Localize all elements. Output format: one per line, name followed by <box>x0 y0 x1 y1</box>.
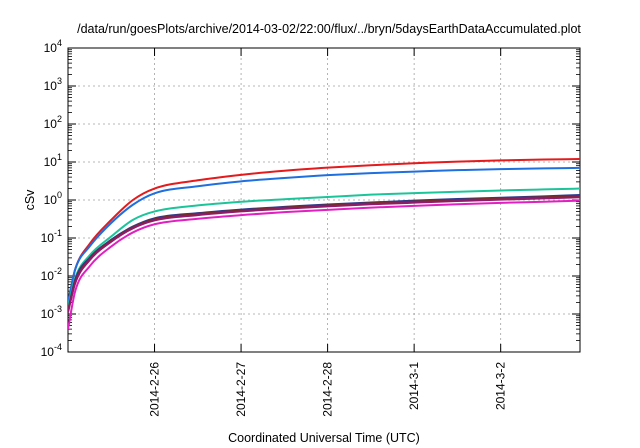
y-tick-exponent: 1 <box>57 152 62 162</box>
y-tick-exponent: 0 <box>57 190 62 200</box>
y-tick-exponent: -3 <box>54 304 62 314</box>
y-tick-label: 10-2 <box>41 266 62 283</box>
y-tick-label: 10-4 <box>41 342 62 359</box>
y-tick-base: 10 <box>41 307 55 321</box>
y-tick-label: 101 <box>44 152 62 169</box>
y-tick-label: 104 <box>44 38 62 55</box>
y-axis-label: cSv <box>23 189 37 211</box>
chart-title: /data/run/goesPlots/archive/2014-03-02/2… <box>77 22 581 36</box>
y-tick-label: 10-3 <box>41 304 62 321</box>
series-line-1 <box>68 157 580 303</box>
series-group <box>68 157 580 330</box>
y-tick-base: 10 <box>41 345 55 359</box>
y-tick-label: 10-1 <box>41 228 62 245</box>
x-tick-label: 2014-2-27 <box>234 362 248 417</box>
y-tick-base: 10 <box>41 269 55 283</box>
y-tick-base: 10 <box>44 79 58 93</box>
x-axis: 2014-2-26 2014-2-27 2014-2-28 2014-3-1 2014-… <box>148 48 508 417</box>
y-tick-base: 10 <box>41 231 55 245</box>
y-tick-label: 103 <box>44 76 62 93</box>
y-tick-exponent: -1 <box>54 228 62 238</box>
y-tick-base: 10 <box>44 41 58 55</box>
y-tick-base: 10 <box>44 117 58 131</box>
x-tick-label: 2014-2-28 <box>321 362 335 417</box>
series-line-7 <box>68 199 580 330</box>
y-tick-label: 102 <box>44 114 62 131</box>
y-tick-base: 10 <box>44 193 58 207</box>
x-tick-label: 2014-3-1 <box>407 362 421 410</box>
x-tick-label: 2014-2-26 <box>148 362 162 417</box>
x-tick-label: 2014-3-2 <box>494 362 508 410</box>
series-line-2 <box>68 166 580 303</box>
y-tick-exponent: -2 <box>54 266 62 276</box>
x-axis-label: Coordinated Universal Time (UTC) <box>228 431 420 445</box>
y-tick-exponent: 2 <box>57 114 62 124</box>
y-tick-label: 100 <box>44 190 62 207</box>
y-tick-exponent: 4 <box>57 38 62 48</box>
series-line-3 <box>68 187 580 308</box>
y-tick-base: 10 <box>44 155 58 169</box>
y-tick-exponent: -4 <box>54 342 62 352</box>
y-tick-exponent: 3 <box>57 76 62 86</box>
series-line-6 <box>68 196 580 313</box>
